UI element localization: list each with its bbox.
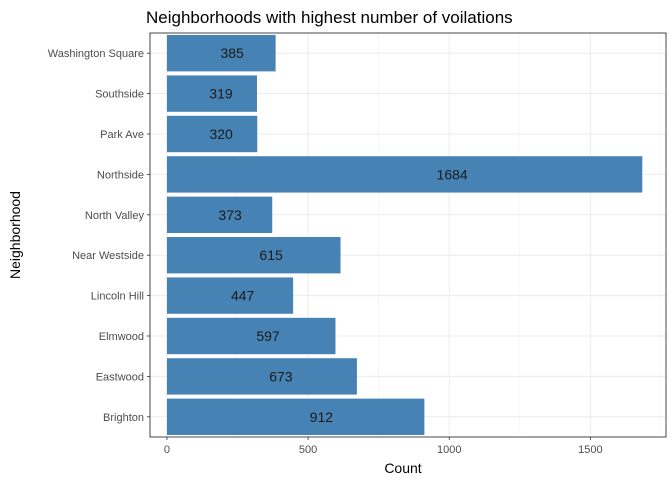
- bar-park-ave: [166, 115, 258, 153]
- y-tick-label-lincoln-hill: Lincoln Hill: [91, 291, 144, 303]
- x-tick-label: 0: [164, 444, 170, 456]
- data-label-north-valley: 373: [218, 207, 242, 223]
- data-label-eastwood: 673: [269, 368, 293, 384]
- y-tick-label-park-ave: Park Ave: [100, 129, 144, 141]
- y-tick-label-eastwood: Eastwood: [96, 371, 144, 383]
- data-label-lincoln-hill: 447: [231, 288, 255, 304]
- bar-near-westside: [166, 237, 341, 274]
- bar-north-valley: [166, 196, 273, 233]
- data-label-elmwood: 597: [256, 328, 280, 344]
- bars: [166, 35, 643, 435]
- y-tick-label-elmwood: Elmwood: [99, 331, 144, 343]
- data-label-brighton: 912: [310, 409, 334, 425]
- bar-eastwood: [166, 358, 357, 395]
- y-tick-label-north-valley: North Valley: [85, 210, 145, 222]
- bar-brighton: [166, 398, 425, 435]
- data-label-near-westside: 615: [259, 247, 283, 263]
- y-axis-ticks: Brighton Eastwood Elmwood Lincoln Hill Near …: [48, 48, 150, 424]
- y-tick-label-washington-square: Washington Square: [48, 48, 144, 60]
- data-label-northside: 1684: [437, 166, 468, 182]
- y-tick-label-near-westside: Near Westside: [72, 250, 144, 262]
- data-label-washington-square: 385: [220, 45, 244, 61]
- y-axis-title: Neighborhood: [7, 191, 23, 279]
- x-axis-ticks: 0 500 1000 1500: [164, 437, 603, 456]
- x-tick-label: 1000: [437, 444, 461, 456]
- data-labels: 912 673 597 447 615 373 1684 320 319 385: [209, 45, 468, 425]
- data-label-park-ave: 320: [209, 126, 233, 142]
- bar-northside: [166, 156, 643, 193]
- y-tick-label-northside: Northside: [97, 169, 144, 181]
- x-tick-label: 500: [299, 444, 317, 456]
- data-label-southside: 319: [209, 86, 233, 102]
- y-tick-label-southside: Southside: [95, 89, 144, 101]
- chart-title: Neighborhoods with highest number of voi…: [146, 8, 513, 27]
- x-tick-label: 1500: [578, 444, 602, 456]
- x-axis-title: Count: [384, 460, 421, 476]
- y-tick-label-brighton: Brighton: [103, 412, 144, 424]
- plot-border: [149, 32, 667, 438]
- bar-lincoln-hill: [166, 277, 294, 314]
- bar-washington-square: [166, 35, 276, 72]
- bar-elmwood: [166, 317, 336, 355]
- bar-southside: [166, 75, 257, 112]
